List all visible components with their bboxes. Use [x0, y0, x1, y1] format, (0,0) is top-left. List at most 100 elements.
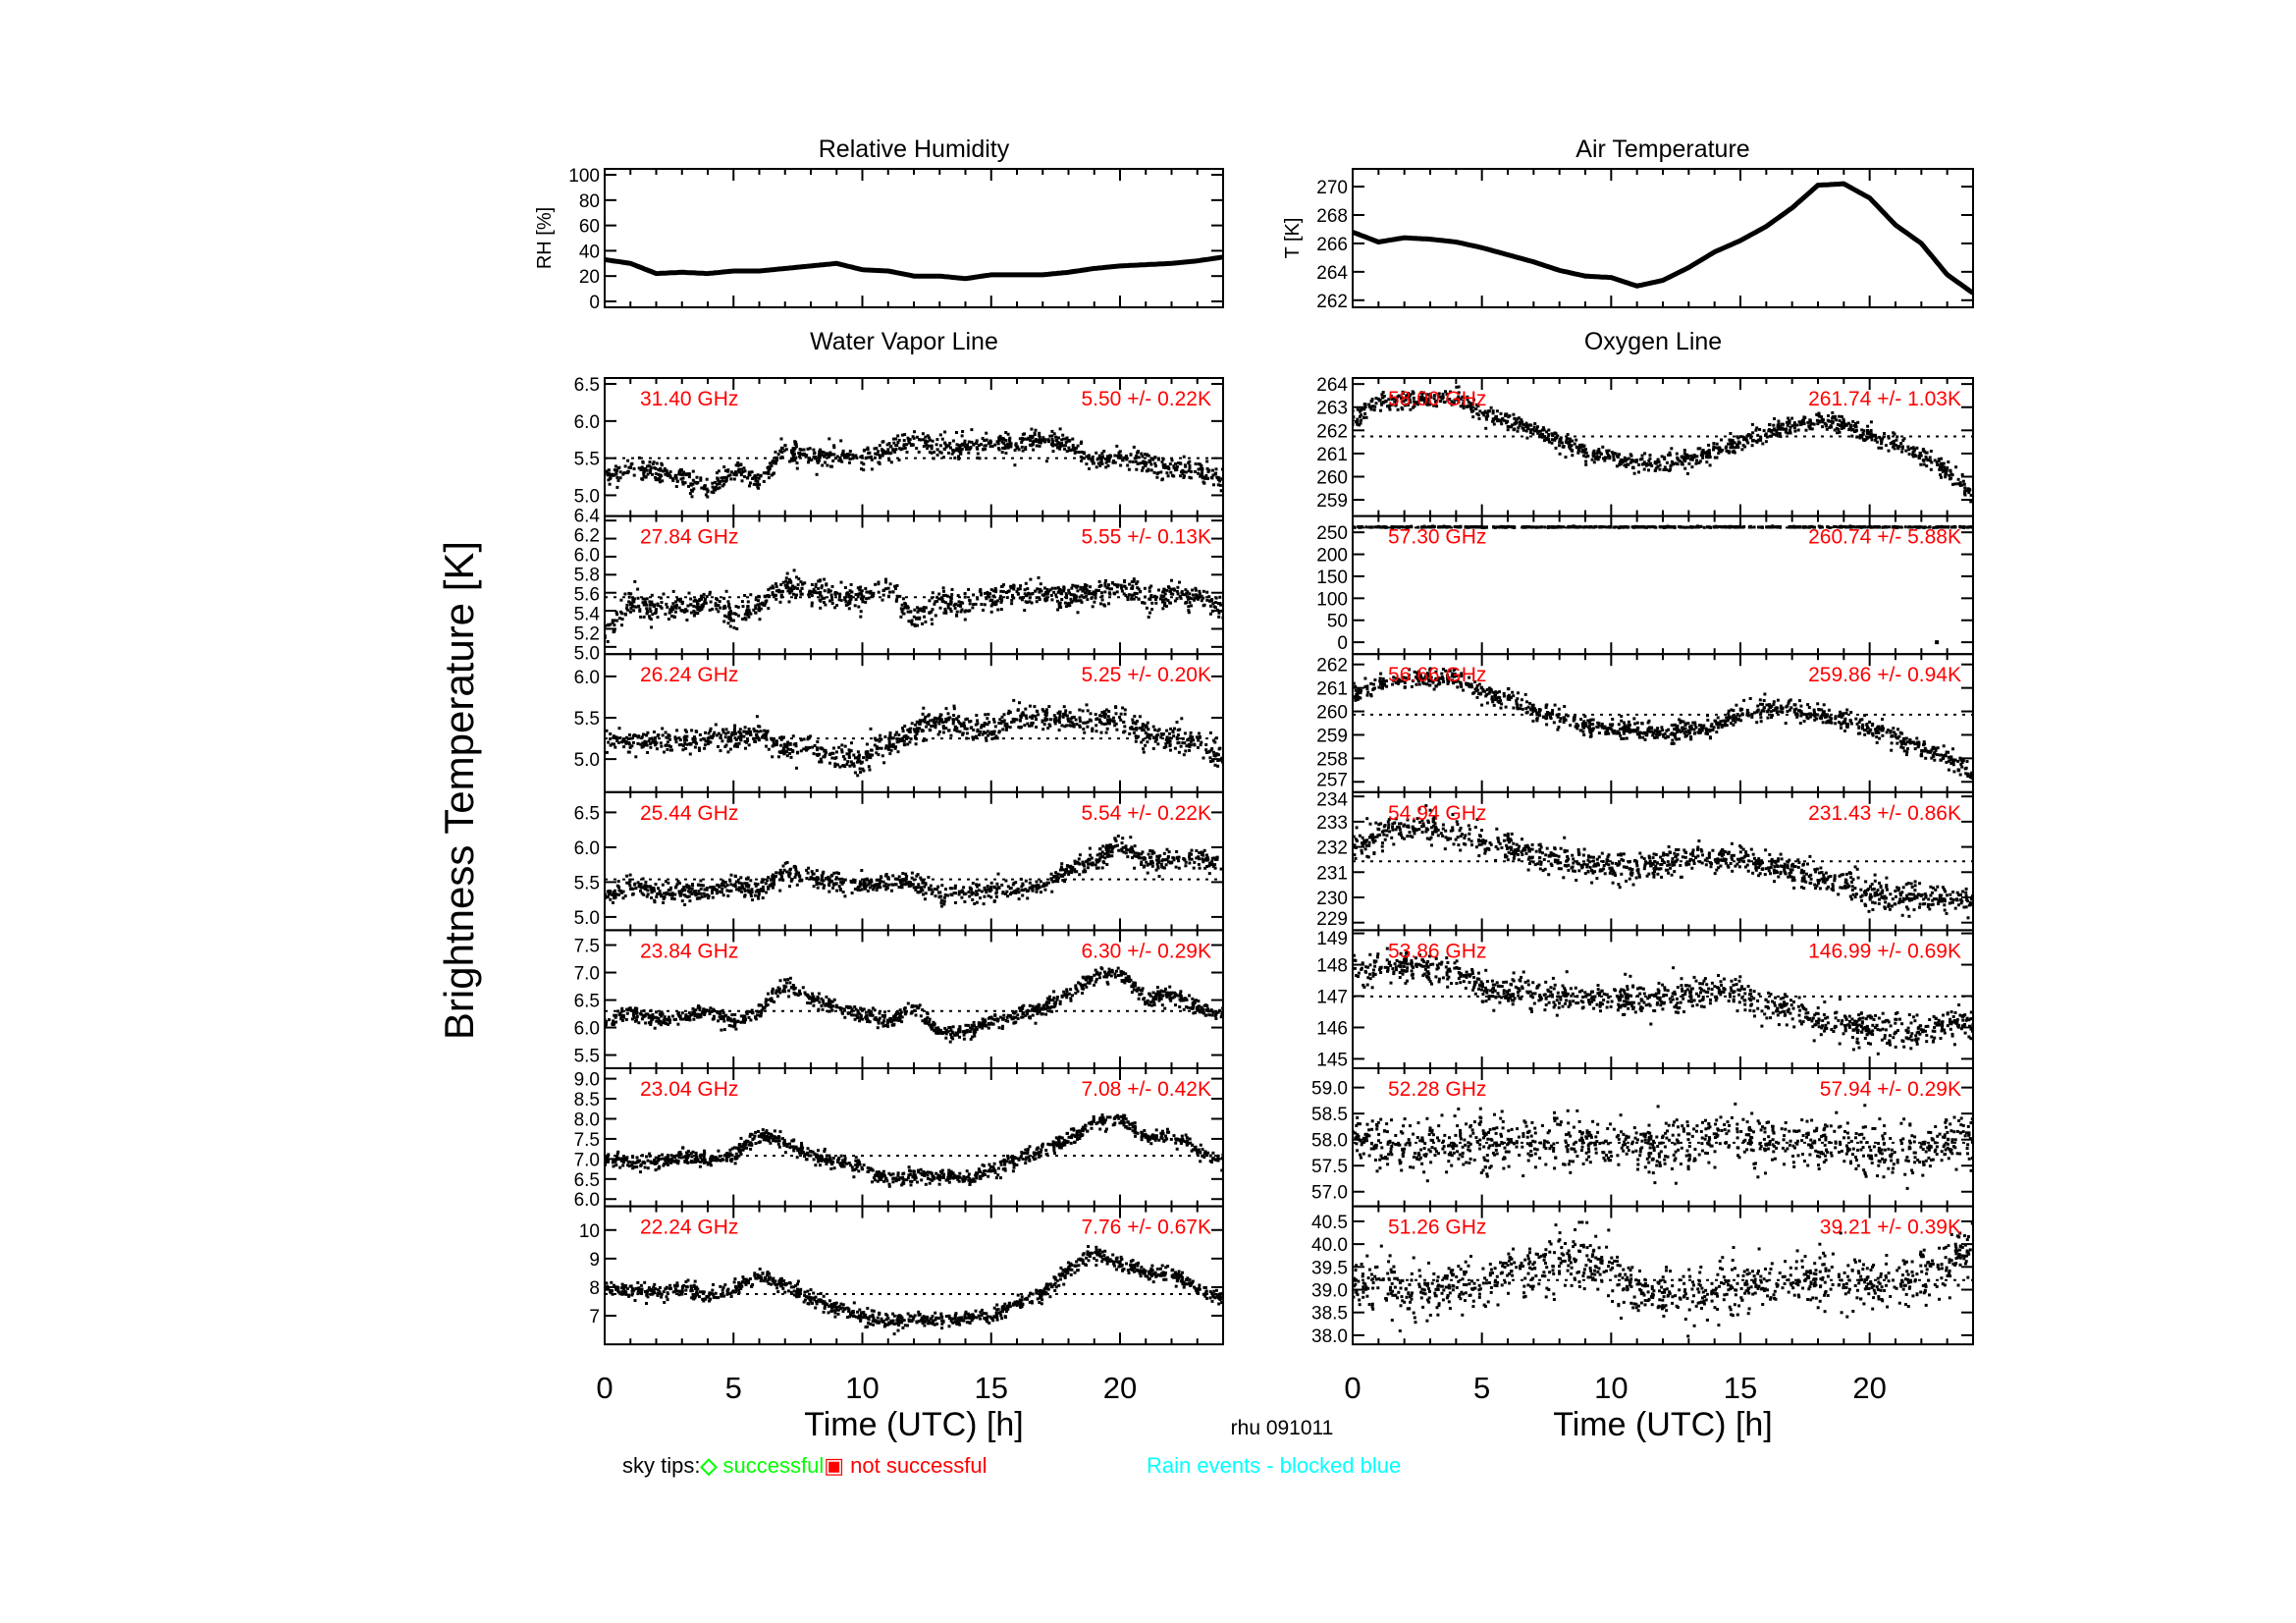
- data-point: [1218, 479, 1222, 483]
- data-point: [653, 900, 657, 904]
- data-point: [1126, 977, 1129, 981]
- data-point: [721, 887, 724, 891]
- data-point: [1181, 468, 1185, 472]
- data-point: [1075, 446, 1078, 450]
- data-point: [1220, 609, 1223, 613]
- data-point: [1133, 844, 1137, 848]
- data-point: [650, 889, 654, 893]
- data-point: [1219, 603, 1223, 607]
- data-point: [624, 739, 628, 743]
- data-point: [1023, 588, 1027, 592]
- data-point: [1126, 855, 1130, 859]
- data-point: [768, 884, 772, 887]
- data-point: [955, 610, 959, 614]
- data-point: [764, 471, 768, 475]
- data-point: [1166, 738, 1170, 742]
- data-point: [1217, 476, 1221, 480]
- data-point: [1107, 459, 1111, 461]
- data-point: [670, 892, 674, 895]
- data-point: [1040, 589, 1043, 593]
- data-point: [1029, 577, 1033, 581]
- data-point: [740, 471, 744, 475]
- data-point: [980, 592, 983, 596]
- data-point: [660, 463, 664, 466]
- data-point: [1148, 586, 1151, 590]
- data-point: [614, 611, 618, 615]
- data-point: [1035, 887, 1039, 891]
- data-point: [843, 765, 847, 769]
- data-point: [1052, 590, 1056, 594]
- data-point: [667, 1021, 671, 1024]
- data-point: [643, 597, 647, 601]
- data-point: [776, 453, 780, 457]
- data-point: [1108, 454, 1112, 458]
- data-point: [720, 884, 723, 888]
- data-point: [876, 886, 880, 890]
- data-point: [1001, 437, 1005, 441]
- data-point: [1079, 599, 1083, 603]
- data-point: [1148, 460, 1152, 463]
- y-tick-label: 0: [589, 293, 600, 313]
- data-point: [1100, 452, 1104, 456]
- data-point: [942, 902, 946, 906]
- data-point: [865, 597, 869, 601]
- data-point: [1035, 880, 1039, 884]
- data-point: [935, 595, 939, 599]
- data-point: [729, 612, 733, 616]
- data-point: [975, 883, 978, 887]
- data-point: [1054, 593, 1058, 597]
- data-point: [626, 459, 630, 462]
- data-point: [1179, 999, 1183, 1002]
- data-point: [1190, 597, 1194, 601]
- data-point: [979, 730, 983, 733]
- data-point: [970, 428, 974, 432]
- data-point: [1090, 856, 1094, 860]
- data-point: [854, 598, 858, 602]
- data-point: [947, 729, 950, 732]
- data-point: [853, 881, 857, 885]
- data-point: [1013, 449, 1017, 452]
- data-point: [1207, 1009, 1210, 1013]
- data-point: [727, 890, 731, 893]
- data-point: [616, 478, 620, 482]
- data-point: [841, 891, 845, 893]
- data-point: [899, 1012, 902, 1016]
- data-point: [1141, 850, 1145, 854]
- data-point: [674, 603, 678, 607]
- data-point: [618, 470, 622, 474]
- data-point: [1143, 462, 1147, 466]
- data-point: [1011, 593, 1014, 597]
- data-point: [662, 592, 666, 596]
- data-point: [692, 487, 696, 491]
- data-point: [779, 874, 783, 878]
- data-point: [980, 724, 984, 728]
- data-point: [655, 461, 659, 465]
- data-point: [733, 731, 737, 735]
- data-point: [1040, 441, 1042, 445]
- data-point: [1024, 448, 1028, 452]
- data-point: [675, 883, 679, 887]
- data-point: [921, 712, 925, 716]
- data-point: [908, 881, 912, 885]
- data-point: [858, 880, 862, 884]
- data-point: [618, 736, 622, 740]
- data-point: [1210, 747, 1214, 751]
- data-point: [815, 472, 819, 476]
- data-point: [1102, 723, 1106, 726]
- data-point: [1088, 467, 1091, 470]
- data-point: [838, 765, 842, 769]
- data-point: [636, 881, 640, 885]
- data-point: [699, 608, 703, 612]
- data-point: [1151, 458, 1155, 461]
- data-point: [917, 450, 921, 454]
- data-point: [1064, 441, 1068, 444]
- data-point: [1005, 890, 1009, 893]
- data-point: [1135, 727, 1139, 730]
- data-point: [619, 890, 622, 893]
- data-point: [925, 725, 929, 729]
- data-point: [1127, 593, 1131, 597]
- data-point: [818, 579, 822, 583]
- data-point: [1204, 748, 1208, 752]
- data-point: [773, 460, 776, 463]
- data-point: [747, 470, 751, 474]
